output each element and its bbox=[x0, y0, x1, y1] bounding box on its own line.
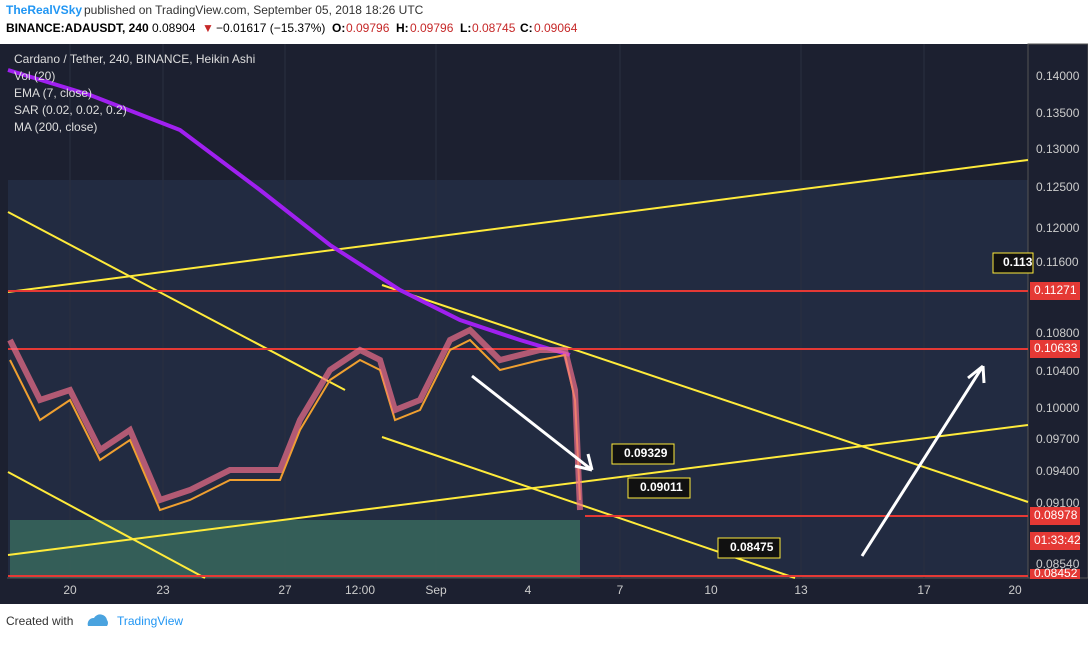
brand-logo bbox=[87, 614, 108, 626]
legend-item: EMA (7, close) bbox=[14, 86, 92, 100]
l-label: L: bbox=[460, 21, 471, 35]
time-label: 20 bbox=[63, 583, 77, 597]
annotation: 0.113 bbox=[1003, 255, 1033, 269]
o: 0.09796 bbox=[346, 21, 390, 35]
header: TheRealVSky published on TradingView.com… bbox=[6, 3, 578, 35]
footer-created: Created with bbox=[6, 614, 73, 628]
time-label: 17 bbox=[917, 583, 931, 597]
annotation: 0.08475 bbox=[730, 540, 774, 554]
price-label: 0.10000 bbox=[1036, 401, 1080, 415]
h-label: H: bbox=[396, 21, 409, 35]
price-labels: 0.14000 0.13500 0.13000 0.12500 0.12000 0.116… bbox=[1036, 69, 1080, 571]
price-label: 0.09700 bbox=[1036, 432, 1080, 446]
h: 0.09796 bbox=[410, 21, 454, 35]
price-tag: 0.08978 bbox=[1034, 508, 1078, 522]
annotation: 0.09329 bbox=[624, 446, 668, 460]
annotation-boxes bbox=[611, 252, 1080, 579]
price-label: 0.11600 bbox=[1036, 255, 1079, 269]
shaded-zone bbox=[8, 180, 1028, 578]
l: 0.08745 bbox=[472, 21, 516, 35]
levels bbox=[8, 290, 1028, 577]
time-label: 27 bbox=[278, 583, 292, 597]
time-label: 10 bbox=[704, 583, 718, 597]
time-label: 23 bbox=[156, 583, 170, 597]
time-label: 7 bbox=[617, 583, 624, 597]
price-label: 0.12000 bbox=[1036, 221, 1080, 235]
time-label: 12:00 bbox=[345, 583, 375, 597]
change: −0.01617 (−15.37%) bbox=[216, 21, 325, 35]
author[interactable]: TheRealVSky bbox=[6, 3, 82, 17]
time-label: Sep bbox=[425, 583, 447, 597]
legend-item: Vol (20) bbox=[14, 69, 55, 83]
legend-item: SAR (0.02, 0.02, 0.2) bbox=[14, 103, 127, 117]
price-tag: 01:33:42 bbox=[1034, 533, 1081, 547]
legend: Cardano / Tether, 240, BINANCE, Heikin A… bbox=[14, 52, 255, 134]
time-label: 20 bbox=[1008, 583, 1022, 597]
price-tag: 0.10633 bbox=[1034, 341, 1078, 355]
price-tag: 0.08452 bbox=[1034, 566, 1078, 580]
price-label: 0.09400 bbox=[1036, 464, 1080, 478]
annotation: 0.09011 bbox=[640, 480, 683, 494]
price-tag: 0.11271 bbox=[1034, 283, 1077, 297]
time-labels: 20 23 27 12:00 Sep 4 7 10 13 17 20 bbox=[63, 583, 1022, 597]
c: 0.09064 bbox=[534, 21, 578, 35]
c-label: C: bbox=[520, 21, 533, 35]
grid bbox=[69, 44, 925, 578]
price-label: 0.10400 bbox=[1036, 364, 1080, 378]
arrows bbox=[471, 364, 986, 557]
symbol: BINANCE:ADAUSDT, 240 bbox=[6, 21, 149, 35]
footer-bg bbox=[0, 604, 1088, 640]
price-label: 0.08540 bbox=[1036, 557, 1080, 571]
price-label: 0.13000 bbox=[1036, 142, 1080, 156]
footer-brand[interactable]: TradingView bbox=[117, 614, 183, 628]
trendlines bbox=[7, 159, 1029, 579]
legend-item: MA (200, close) bbox=[14, 120, 97, 134]
o-label: O: bbox=[332, 21, 345, 35]
ema bbox=[9, 338, 581, 512]
ma-200 bbox=[7, 68, 571, 357]
arrow: ▼ bbox=[202, 21, 214, 35]
published: published on TradingView.com, September … bbox=[84, 3, 424, 17]
annotations: 0.09329 0.09011 0.08475 0.113 bbox=[624, 255, 1033, 554]
price-axis bbox=[1027, 43, 1088, 579]
price-tags: 0.11271 0.10633 0.08978 01:33:42 0.08452 bbox=[1034, 283, 1081, 580]
price-label: 0.09100 bbox=[1036, 496, 1080, 510]
price-label: 0.14000 bbox=[1036, 69, 1080, 83]
time-label: 13 bbox=[794, 583, 808, 597]
candles bbox=[7, 326, 583, 511]
volume bbox=[10, 520, 580, 578]
price-label: 0.12500 bbox=[1036, 180, 1080, 194]
price-label: 0.10800 bbox=[1036, 326, 1080, 340]
last: 0.08904 bbox=[152, 21, 196, 35]
time-label: 4 bbox=[525, 583, 532, 597]
legend-item: Cardano / Tether, 240, BINANCE, Heikin A… bbox=[14, 52, 255, 66]
price-label: 0.13500 bbox=[1036, 106, 1080, 120]
